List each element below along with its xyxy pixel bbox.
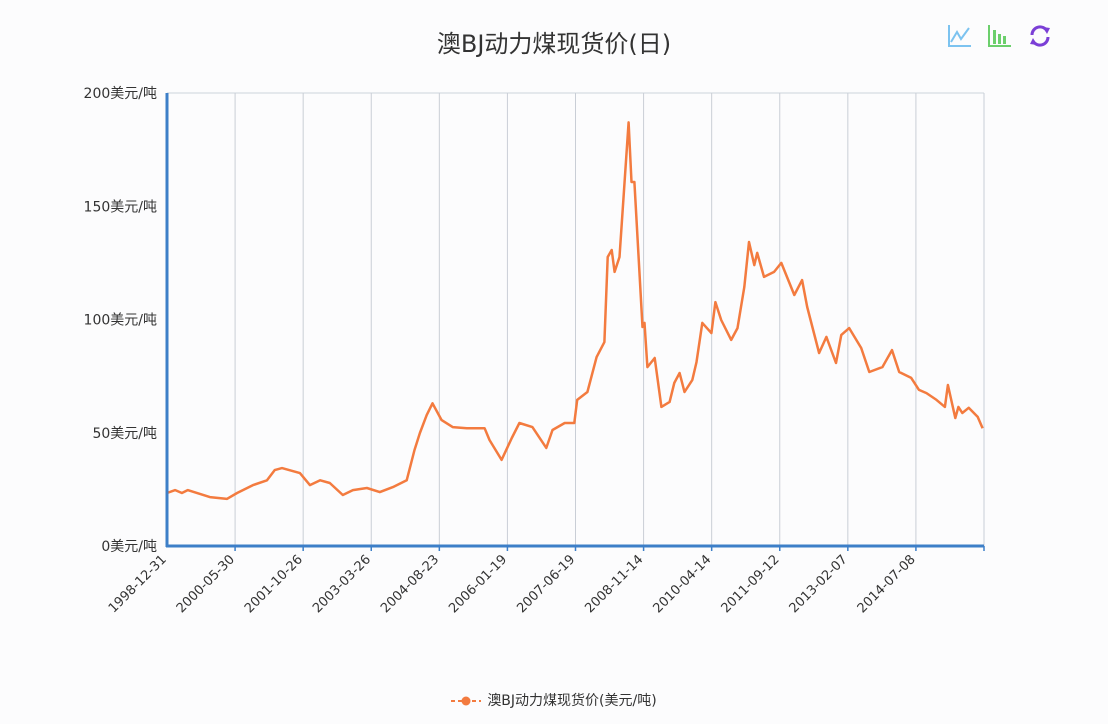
line-chart: 0美元/吨 50美元/吨 100美元/吨 150美元/吨 200美元/吨 1998-12-… xyxy=(84,86,985,616)
x-tick-label: 2013-02-07 xyxy=(787,552,851,616)
bar-chart-icon[interactable] xyxy=(985,22,1013,50)
series-line xyxy=(166,121,984,501)
y-tick-label: 200美元/吨 xyxy=(84,86,157,102)
x-tick-label: 2006-01-19 xyxy=(446,552,510,616)
y-tick-label: 50美元/吨 xyxy=(92,426,157,442)
restore-icon[interactable] xyxy=(1026,22,1054,50)
x-tick-label: 2001-10-26 xyxy=(242,552,306,616)
x-tick-label: 2010-04-14 xyxy=(650,552,714,616)
y-tick-label: 150美元/吨 xyxy=(84,199,157,215)
y-tick-label: 100美元/吨 xyxy=(84,313,157,329)
x-tick-label: 2014-07-08 xyxy=(855,552,919,616)
line-chart-icon[interactable] xyxy=(945,22,973,50)
legend-marker-icon xyxy=(451,696,482,706)
x-tick-label: 2000-05-30 xyxy=(174,552,238,616)
legend[interactable]: 澳BJ动力煤现货价(美元/吨) xyxy=(0,690,1108,710)
x-tick-label: 2007-06-19 xyxy=(514,552,578,616)
x-tick-label: 1998-12-31 xyxy=(106,552,170,616)
x-tick-label: 2003-03-26 xyxy=(310,552,374,616)
chart-title: 澳BJ动力煤现货价(日) xyxy=(436,30,672,58)
y-tick-label: 0美元/吨 xyxy=(101,539,157,555)
legend-label: 澳BJ动力煤现货价(美元/吨) xyxy=(487,693,657,709)
x-tick-label: 2011-09-12 xyxy=(719,552,783,616)
x-tick-label: 2008-11-14 xyxy=(582,552,646,616)
x-tick-label: 2004-08-23 xyxy=(378,552,442,616)
